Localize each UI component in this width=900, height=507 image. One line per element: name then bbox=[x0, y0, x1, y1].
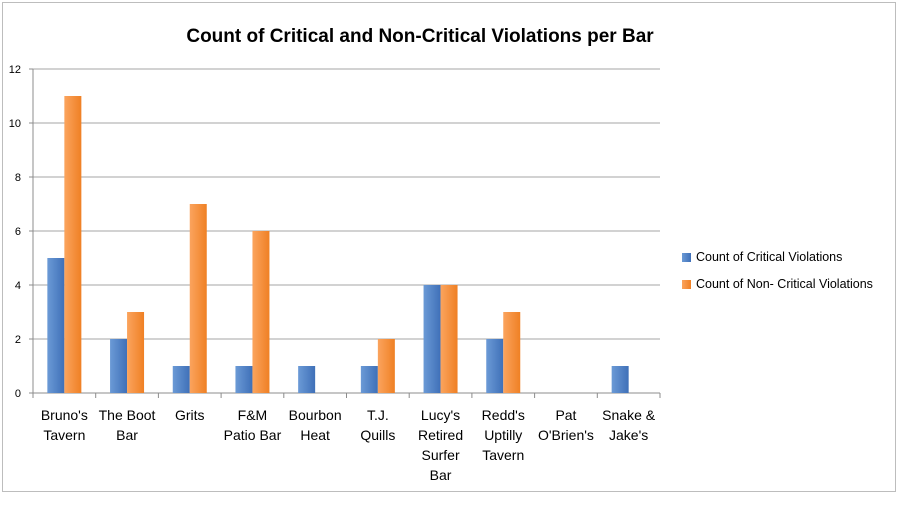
y-tick-label: 12 bbox=[9, 64, 21, 76]
legend: Count of Critical Violations Count of No… bbox=[682, 250, 873, 304]
x-tick-label: Snake & Jake's bbox=[602, 407, 656, 443]
y-tick-label: 8 bbox=[15, 172, 21, 184]
legend-swatch-critical bbox=[682, 252, 691, 262]
bar-non-critical bbox=[377, 339, 395, 393]
legend-label-non-critical: Count of Non- Critical Violations bbox=[696, 277, 873, 291]
bar-critical bbox=[360, 366, 378, 393]
y-tick-label: 4 bbox=[15, 280, 21, 292]
x-tick-label: Grits bbox=[175, 407, 205, 423]
y-axis: 0 2 4 6 8 10 12 bbox=[9, 64, 34, 400]
bar-critical bbox=[423, 285, 441, 393]
bar-non-critical bbox=[252, 231, 270, 393]
x-tick-label: Bourbon Heat bbox=[289, 407, 342, 443]
bar-critical bbox=[47, 258, 65, 393]
legend-label-critical: Count of Critical Violations bbox=[696, 250, 843, 264]
x-tick-label: F&M Patio Bar bbox=[224, 407, 282, 443]
bar-non-critical bbox=[127, 312, 145, 393]
y-tick-label: 0 bbox=[15, 388, 21, 400]
bar-critical bbox=[110, 339, 128, 393]
chart-title: Count of Critical and Non-Critical Viola… bbox=[186, 26, 654, 47]
x-tick-label: Bruno's Tavern bbox=[41, 407, 88, 443]
bar-non-critical bbox=[64, 96, 82, 393]
bar-critical bbox=[611, 366, 629, 393]
x-tick-label: Lucy's Retired Surfer Bar bbox=[418, 407, 463, 483]
bar-non-critical bbox=[503, 312, 521, 393]
x-tick-label: Redd's Uptilly Tavern bbox=[482, 407, 525, 463]
bar-non-critical bbox=[189, 204, 207, 393]
legend-swatch-non-critical bbox=[682, 279, 691, 289]
chart-frame bbox=[2, 2, 896, 492]
bar-non-critical bbox=[440, 285, 458, 393]
bars bbox=[47, 96, 629, 393]
x-tick-label: Pat O'Brien's bbox=[538, 407, 594, 443]
x-axis: Bruno's Tavern The Boot Bar Grits F&M Patio Ba… bbox=[32, 393, 661, 483]
y-tick-label: 2 bbox=[15, 334, 21, 346]
bar-critical bbox=[486, 339, 504, 393]
bar-critical bbox=[235, 366, 253, 393]
x-tick-label: The Boot Bar bbox=[99, 407, 156, 443]
legend-item-non-critical: Count of Non- Critical Violations bbox=[682, 277, 873, 291]
x-tick-label: T.J. Quills bbox=[360, 407, 395, 443]
bar-critical bbox=[172, 366, 190, 393]
y-tick-label: 10 bbox=[9, 118, 21, 130]
bar-critical bbox=[298, 366, 316, 393]
y-tick-label: 6 bbox=[15, 226, 21, 238]
legend-item-critical: Count of Critical Violations bbox=[682, 250, 873, 264]
